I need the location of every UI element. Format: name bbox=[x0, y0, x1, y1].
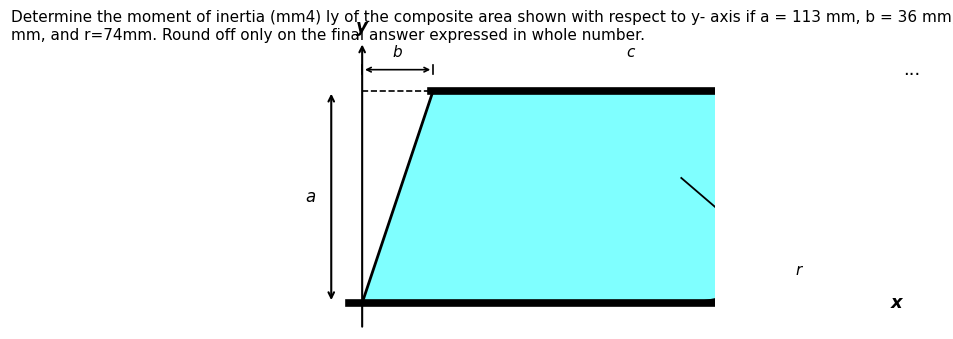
Text: ...: ... bbox=[902, 61, 920, 79]
Text: y: y bbox=[355, 18, 368, 36]
Text: a: a bbox=[305, 188, 315, 206]
Text: r: r bbox=[795, 263, 801, 278]
Text: b: b bbox=[393, 45, 402, 60]
Text: c: c bbox=[625, 45, 634, 60]
Polygon shape bbox=[362, 91, 826, 303]
Text: x: x bbox=[890, 294, 902, 312]
Text: Determine the moment of inertia (mm4) ly of the composite area shown with respec: Determine the moment of inertia (mm4) ly… bbox=[11, 10, 953, 43]
